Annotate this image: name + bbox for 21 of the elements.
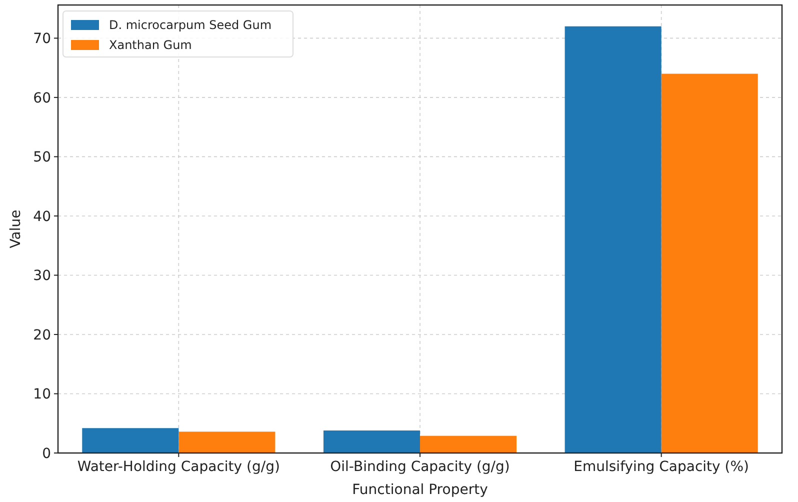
bar [82, 428, 179, 453]
y-tick-label: 10 [33, 386, 51, 403]
y-tick-label: 50 [33, 150, 51, 166]
x-tick-label: Water-Holding Capacity (g/g) [77, 459, 280, 475]
y-axis-title: Value [8, 210, 24, 248]
bar [420, 436, 517, 453]
legend-label: Xanthan Gum [109, 38, 192, 52]
bar [178, 432, 276, 453]
y-tick-label: 30 [33, 268, 51, 284]
y-tick-label: 40 [33, 208, 51, 225]
x-tick-label: Oil-Binding Capacity (g/g) [330, 459, 510, 475]
bar [661, 74, 758, 453]
y-tick-label: 20 [33, 327, 51, 344]
x-axis-title: Functional Property [352, 482, 488, 498]
legend-label: D. microcarpum Seed Gum [109, 18, 272, 32]
y-tick-label: 70 [33, 31, 51, 48]
x-tick-label: Emulsifying Capacity (%) [574, 459, 750, 475]
y-tick-label: 0 [42, 446, 51, 462]
bar [564, 26, 662, 453]
bar [323, 430, 420, 453]
y-tick-label: 60 [33, 90, 51, 106]
